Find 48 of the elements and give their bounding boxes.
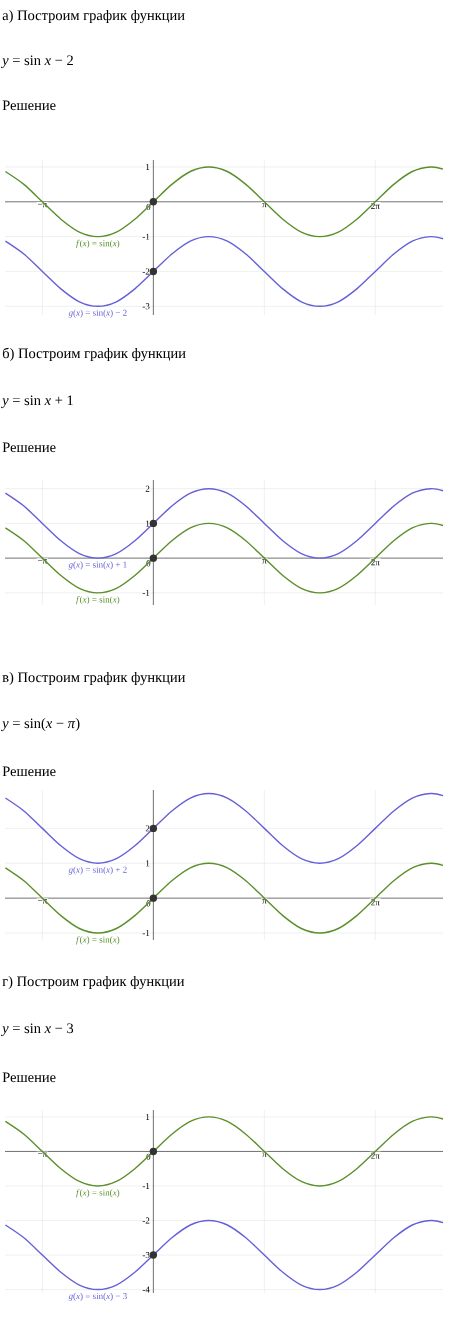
chart-subtitle: y = sin(x − π) <box>1 717 80 732</box>
y-tick-label: 1 <box>146 164 150 170</box>
line-series <box>4 166 444 238</box>
series-label: f(x) = sin(x) <box>76 936 120 945</box>
series-label: g(x) = sin(x) + 2 <box>68 866 127 875</box>
y-tick-label: -1 <box>142 930 150 937</box>
y-tick-label: -3 <box>142 1252 150 1259</box>
series-label: g(x) = sin(x) − 3 <box>68 1292 127 1301</box>
series-label: f(x) = sin(x) <box>76 239 120 249</box>
x-tick-label: 0 <box>146 900 151 907</box>
text: Решение <box>2 766 56 777</box>
x-tick-label: 2π <box>371 1152 380 1159</box>
x-tick-label: 2π <box>371 899 380 906</box>
line-series <box>4 522 444 594</box>
y-tick-label: -1 <box>142 589 150 596</box>
text: Решение <box>2 100 56 111</box>
chart-title: в) Построим график функции <box>2 671 186 686</box>
chart-title: б) Построим график функции <box>2 347 186 362</box>
series-label: g(x) = sin(x) − 2 <box>68 309 127 318</box>
y-tick-label: -3 <box>142 303 150 310</box>
chart-title: г) Построим график функции <box>2 975 185 990</box>
y-tick-label: -2 <box>142 1217 150 1224</box>
chart-title: а) Построим график функции <box>2 9 185 24</box>
y-tick-label: -2 <box>142 268 150 275</box>
line-series <box>4 1116 444 1187</box>
y-tick-label: 1 <box>146 860 150 867</box>
x-tick-label: π <box>262 1152 267 1157</box>
y-tick-label: 2 <box>145 485 150 492</box>
chart-subtitle: y = sin x − 3 <box>1 1023 74 1037</box>
x-tick-label: 0 <box>146 1153 151 1160</box>
y-tick-label: -4 <box>142 1286 150 1293</box>
y-tick-label: 1 <box>146 520 150 527</box>
y-tick-label: 1 <box>146 1113 150 1120</box>
line-series <box>4 487 444 559</box>
x-tick-label: 0 <box>146 560 151 567</box>
line-series <box>4 1219 444 1291</box>
series-label: f(x) = sin(x) <box>76 1189 120 1198</box>
line-series <box>4 862 444 934</box>
y-tick-label: 2 <box>145 825 150 832</box>
text: Решение <box>2 1072 56 1083</box>
x-tick-label: π <box>262 203 267 208</box>
text: Решение <box>2 442 56 453</box>
series-label: f(x) = sin(x) <box>76 596 120 605</box>
y-tick-label: -1 <box>142 1183 150 1189</box>
y-tick-label: -1 <box>142 233 150 240</box>
chart-subtitle: y = sin x + 1 <box>1 395 73 409</box>
series-label: g(x) = sin(x) + 1 <box>68 561 127 570</box>
chart-subtitle: y = sin x − 2 <box>1 55 73 69</box>
